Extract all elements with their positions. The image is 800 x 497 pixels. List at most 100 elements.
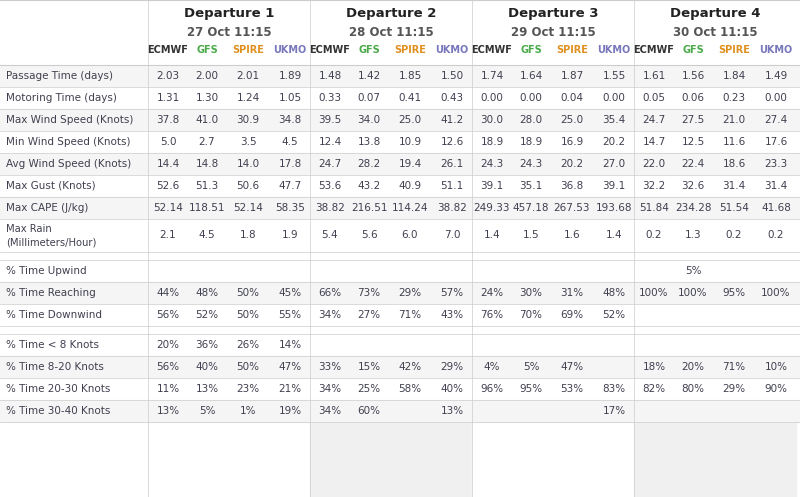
- Text: 51.1: 51.1: [440, 181, 464, 191]
- Text: 36.8: 36.8: [560, 181, 584, 191]
- Bar: [0, 400, 800, 422]
- Bar: [0, 260, 800, 282]
- Text: 52.6: 52.6: [156, 181, 180, 191]
- Text: 48%: 48%: [195, 288, 218, 298]
- Text: 0.33: 0.33: [318, 93, 342, 103]
- Text: Max CAPE (J/kg): Max CAPE (J/kg): [6, 203, 88, 213]
- Bar: [0, 0, 800, 65]
- Text: 29 Oct 11:15: 29 Oct 11:15: [510, 25, 595, 38]
- Text: 14.8: 14.8: [195, 159, 218, 169]
- Text: 0.23: 0.23: [722, 93, 746, 103]
- Text: 1.74: 1.74: [480, 71, 504, 81]
- Text: 21%: 21%: [278, 384, 302, 394]
- Text: 39.1: 39.1: [480, 181, 504, 191]
- Text: 0.06: 0.06: [682, 93, 705, 103]
- Text: 32.6: 32.6: [682, 181, 705, 191]
- Text: 71%: 71%: [722, 362, 746, 372]
- Text: % Time 30-40 Knots: % Time 30-40 Knots: [6, 406, 110, 416]
- Text: 24.7: 24.7: [318, 159, 342, 169]
- Text: 1.6: 1.6: [564, 231, 580, 241]
- Text: UKMO: UKMO: [759, 45, 793, 55]
- Text: 2.7: 2.7: [198, 137, 215, 147]
- Text: 27.4: 27.4: [764, 115, 788, 125]
- Text: 25.0: 25.0: [561, 115, 583, 125]
- Bar: [0, 175, 800, 197]
- Text: 34%: 34%: [318, 310, 342, 320]
- Text: 10.9: 10.9: [398, 137, 422, 147]
- Text: SPIRE: SPIRE: [232, 45, 264, 55]
- Bar: [472, 65, 634, 497]
- Text: 2.1: 2.1: [160, 231, 176, 241]
- Text: 193.68: 193.68: [596, 203, 632, 213]
- Text: 249.33: 249.33: [474, 203, 510, 213]
- Text: 43%: 43%: [441, 310, 463, 320]
- Text: 4.5: 4.5: [198, 231, 215, 241]
- Text: 0.2: 0.2: [726, 231, 742, 241]
- Text: 29%: 29%: [441, 362, 463, 372]
- Text: 30%: 30%: [519, 288, 542, 298]
- Text: UKMO: UKMO: [274, 45, 306, 55]
- Text: ECMWF: ECMWF: [147, 45, 189, 55]
- Bar: [0, 153, 800, 175]
- Text: UKMO: UKMO: [435, 45, 469, 55]
- Text: SPIRE: SPIRE: [556, 45, 588, 55]
- Text: UKMO: UKMO: [598, 45, 630, 55]
- Text: 0.00: 0.00: [765, 93, 787, 103]
- Text: 457.18: 457.18: [513, 203, 550, 213]
- Text: % Time 20-30 Knots: % Time 20-30 Knots: [6, 384, 110, 394]
- Text: % Time 8-20 Knots: % Time 8-20 Knots: [6, 362, 104, 372]
- Text: ECMWF: ECMWF: [471, 45, 513, 55]
- Text: 216.51: 216.51: [350, 203, 387, 213]
- Text: 17.6: 17.6: [764, 137, 788, 147]
- Text: 16.9: 16.9: [560, 137, 584, 147]
- Text: 32.2: 32.2: [642, 181, 666, 191]
- Text: 39.5: 39.5: [318, 115, 342, 125]
- Text: 30.9: 30.9: [237, 115, 259, 125]
- Text: 11%: 11%: [157, 384, 179, 394]
- Bar: [310, 65, 472, 497]
- Text: 53.6: 53.6: [318, 181, 342, 191]
- Text: 14.7: 14.7: [642, 137, 666, 147]
- Text: 1.5: 1.5: [522, 231, 539, 241]
- Text: 1.48: 1.48: [318, 71, 342, 81]
- Text: Departure 2: Departure 2: [346, 7, 436, 20]
- Text: 18.9: 18.9: [519, 137, 542, 147]
- Text: % Time Reaching: % Time Reaching: [6, 288, 96, 298]
- Bar: [0, 0, 148, 497]
- Text: Motoring Time (days): Motoring Time (days): [6, 93, 117, 103]
- Text: 100%: 100%: [678, 288, 708, 298]
- Text: 34%: 34%: [318, 406, 342, 416]
- Bar: [0, 356, 800, 378]
- Text: SPIRE: SPIRE: [394, 45, 426, 55]
- Text: 3.5: 3.5: [240, 137, 256, 147]
- Bar: [0, 378, 800, 400]
- Text: 1%: 1%: [240, 406, 256, 416]
- Text: 34.0: 34.0: [358, 115, 381, 125]
- Text: 12.5: 12.5: [682, 137, 705, 147]
- Text: 95%: 95%: [519, 384, 542, 394]
- Text: 45%: 45%: [278, 288, 302, 298]
- Text: 47.7: 47.7: [278, 181, 302, 191]
- Text: 0.41: 0.41: [398, 93, 422, 103]
- Text: 13.8: 13.8: [358, 137, 381, 147]
- Text: Max Rain
(Millimeters/Hour): Max Rain (Millimeters/Hour): [6, 224, 96, 247]
- Text: 27.0: 27.0: [602, 159, 626, 169]
- Text: 14.4: 14.4: [156, 159, 180, 169]
- Text: 17.8: 17.8: [278, 159, 302, 169]
- Text: 2.03: 2.03: [157, 71, 179, 81]
- Text: 41.68: 41.68: [761, 203, 791, 213]
- Text: 44%: 44%: [157, 288, 179, 298]
- Text: 34%: 34%: [318, 384, 342, 394]
- Text: 2.00: 2.00: [195, 71, 218, 81]
- Text: 1.87: 1.87: [560, 71, 584, 81]
- Text: 1.49: 1.49: [764, 71, 788, 81]
- Text: 11.6: 11.6: [722, 137, 746, 147]
- Text: 76%: 76%: [481, 310, 503, 320]
- Text: 24%: 24%: [481, 288, 503, 298]
- Text: SPIRE: SPIRE: [718, 45, 750, 55]
- Text: 25.0: 25.0: [398, 115, 422, 125]
- Text: 47%: 47%: [278, 362, 302, 372]
- Text: 73%: 73%: [358, 288, 381, 298]
- Bar: [0, 326, 800, 334]
- Text: 14.0: 14.0: [237, 159, 259, 169]
